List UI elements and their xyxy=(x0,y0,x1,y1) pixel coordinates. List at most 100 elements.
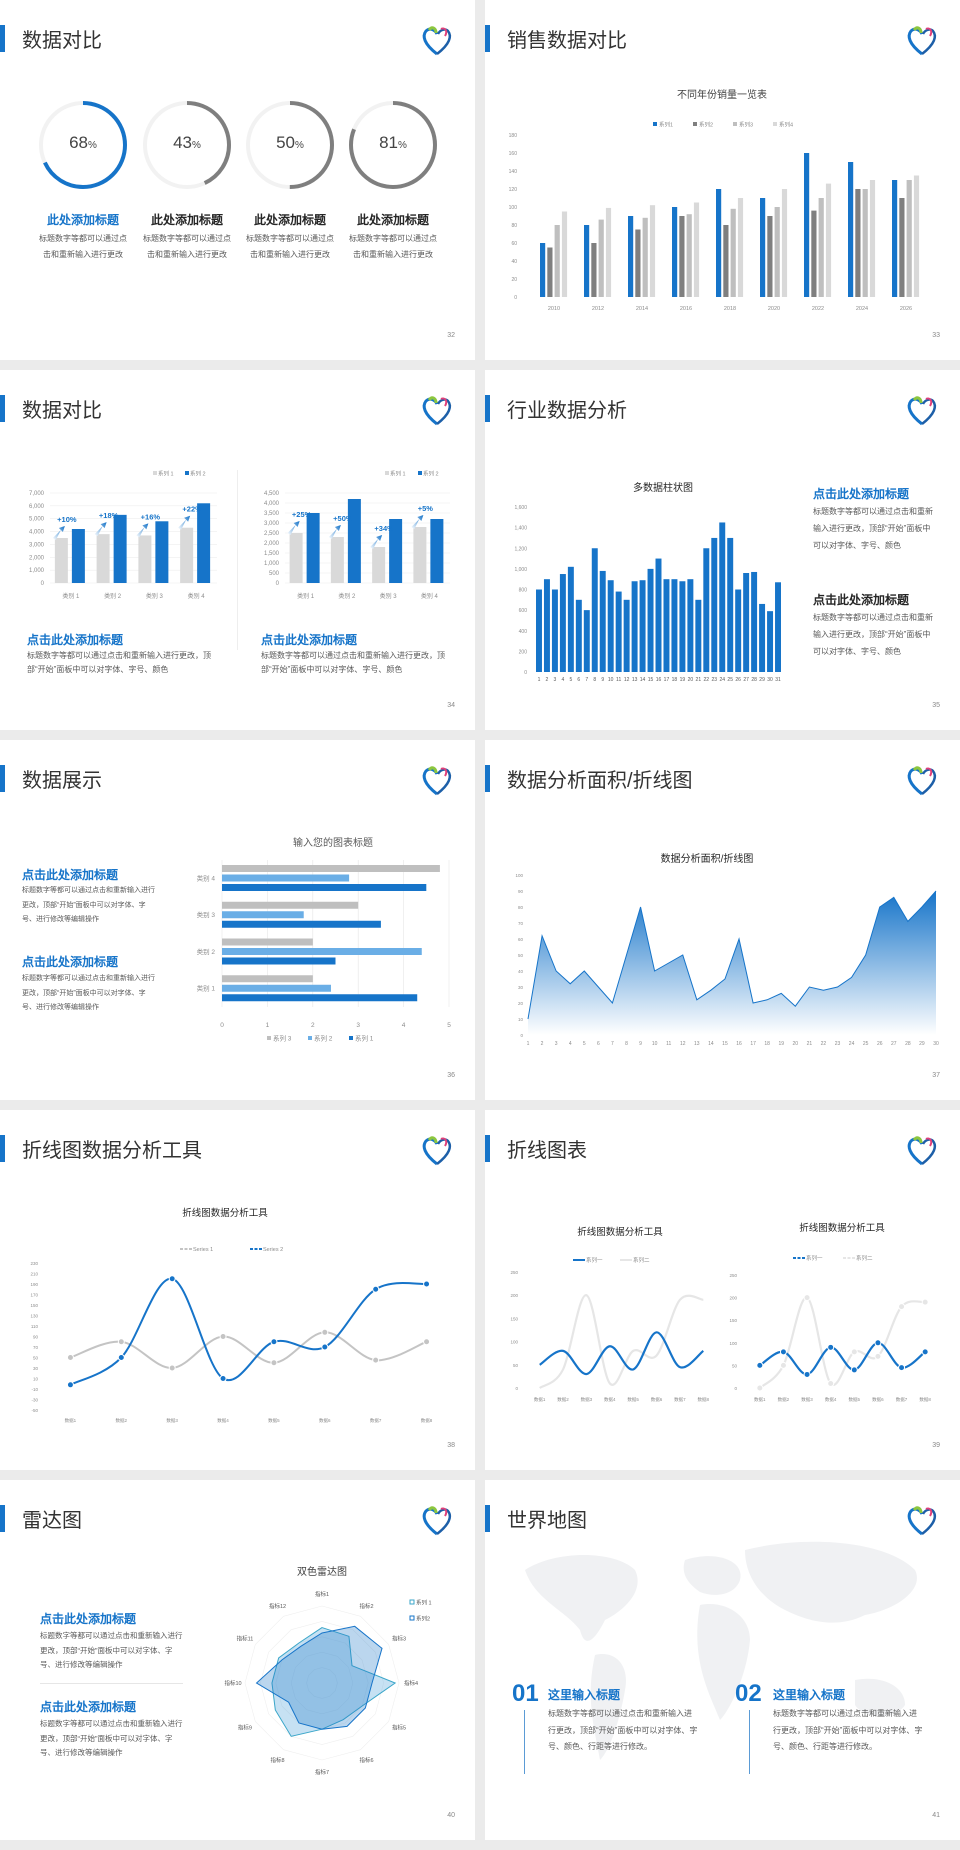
y-tick-label: 600 xyxy=(519,608,528,614)
y-tick-label: 0 xyxy=(41,581,45,587)
bar xyxy=(575,599,582,672)
smooth-line-chart: 折线图数据分析工具 -50 -30 -10 10 30 50 70 90 110 130 150 170… xyxy=(30,1207,432,1424)
slide-36[interactable]: 数据展示 输入您的图表标题 0 1 2 3 4 5 类别 1 类别 2 类别 3 类别 4 系列 3 系… xyxy=(0,740,475,1100)
bar xyxy=(222,884,427,891)
right-heading: 点击此处添加标题 xyxy=(261,633,358,647)
x-tick-label: 类别 1 xyxy=(297,592,315,600)
legend-swatch xyxy=(385,471,389,475)
slide-title: 行业数据分析 xyxy=(507,400,627,422)
slide-35[interactable]: 行业数据分析 多数据柱状图 0 200 400 600 800 1,000 1,200 1,40… xyxy=(485,370,960,730)
x-tick-label: 15 xyxy=(722,1041,728,1047)
growth-arrow-icon xyxy=(52,526,65,540)
data-point xyxy=(423,1338,431,1346)
x-tick-label: 25 xyxy=(727,677,733,683)
legend-swatch xyxy=(409,1599,415,1605)
legend-label: 系列一 xyxy=(586,1256,603,1264)
block-body-2: 标题数字等都可以通过点击和重新输入进行更改，顶部“开始”面板中可以对字体、字号、… xyxy=(773,1709,923,1751)
slide-39[interactable]: 折线图表 折线图数据分析工具 0 50 100 150 200 250 数据1 数据2 数据3 数据… xyxy=(485,1110,960,1470)
x-tick-label: 18 xyxy=(672,677,678,683)
ring-value-1: 68% xyxy=(69,133,97,152)
bar xyxy=(598,219,604,297)
bar xyxy=(693,202,700,297)
y-tick-label: 150 xyxy=(729,1318,737,1323)
slide-32[interactable]: 数据对比 68% 43% 50% 81% 此处添加标题 此处添加标题 此处添加标… xyxy=(0,0,475,360)
x-tick-label: 17 xyxy=(664,677,670,683)
slide-41[interactable]: 世界地图 01 这里输入标题 标题数字等都可以通过点击和重新输入进行更改，顶部“… xyxy=(485,1480,960,1840)
legend-swatch xyxy=(693,122,697,126)
data-point xyxy=(874,1352,882,1360)
item-heading-4: 此处添加标题 xyxy=(356,213,429,227)
block-divider xyxy=(40,1683,183,1684)
x-tick-label: 0 xyxy=(220,1022,224,1029)
x-tick-label: 20 xyxy=(688,677,694,683)
legend-label: 系列 2 xyxy=(423,470,439,478)
right-body: 标题数字等都可以通过点击和重新输入进行更改，顶部“开始”面板中可以对字体、字号、… xyxy=(261,651,445,674)
bar xyxy=(862,189,868,297)
slide-34[interactable]: 数据对比 系列 1 系列 2 0 1,000 2,000 3,000 4,000 5,000 6… xyxy=(0,370,475,730)
column-divider xyxy=(237,470,238,650)
x-tick-label: 27 xyxy=(743,677,749,683)
x-tick-label: 2010 xyxy=(548,306,560,312)
y-tick-label: 80 xyxy=(511,223,517,229)
item-body-1: 标题数字等都可以通过点击和重新输入进行更改 xyxy=(39,234,127,259)
data-point xyxy=(827,1379,835,1387)
y-tick-label: 180 xyxy=(509,133,518,139)
growth-label: +34% xyxy=(374,524,394,533)
ring-value-2: 43% xyxy=(173,133,201,152)
slide-37[interactable]: 数据分析面积/折线图 数据分析面积/折线图 0 10 20 30 40 50 60 70 80 90… xyxy=(485,740,960,1100)
y-tick-label: 2,500 xyxy=(264,531,280,537)
y-tick-label: 1,600 xyxy=(514,505,527,511)
x-tick-label: 8 xyxy=(593,677,596,683)
slide-title: 世界地图 xyxy=(507,1510,587,1532)
item-body-2: 标题数字等都可以通过点击和重新输入进行更改 xyxy=(143,234,231,259)
y-tick-label: 160 xyxy=(509,151,518,157)
data-point xyxy=(921,1348,929,1356)
bar xyxy=(649,205,656,297)
bar xyxy=(804,153,810,297)
bar xyxy=(695,599,702,672)
series-line xyxy=(759,1296,926,1389)
y-tick-label: 130 xyxy=(30,1314,38,1319)
x-tick-label: 11 xyxy=(616,677,621,683)
bar-series-1 xyxy=(289,533,303,583)
area-fill xyxy=(528,891,936,1035)
chart-title: 不同年份销量一览表 xyxy=(677,88,767,101)
bar xyxy=(671,579,678,672)
x-tick-label: 7 xyxy=(611,1041,614,1047)
bar xyxy=(727,537,734,672)
x-tick-label: 23 xyxy=(835,1041,841,1047)
x-tick-label: 3 xyxy=(554,677,557,683)
legend-label: 系列一 xyxy=(806,1254,823,1262)
legend-label: 系列 1 xyxy=(416,1599,432,1607)
legend-label: 系列 2 xyxy=(190,470,206,478)
page-number: 37 xyxy=(932,1072,940,1079)
slide-title: 折线图数据分析工具 xyxy=(22,1140,202,1162)
bar-series-1 xyxy=(96,534,110,583)
bar-series-2 xyxy=(430,519,444,583)
x-tick-label: 13 xyxy=(632,677,638,683)
slide-38[interactable]: 折线图数据分析工具 折线图数据分析工具 -50 -30 -10 10 30 50 70 90 11… xyxy=(0,1110,475,1470)
x-tick-label: 24 xyxy=(849,1041,855,1047)
chart-title: 折线图数据分析工具 xyxy=(182,1207,268,1219)
x-tick-label: 数据7 xyxy=(370,1417,382,1424)
title-accent-bar xyxy=(0,395,5,422)
title-accent-bar xyxy=(0,1135,5,1162)
chart-title: 多数据柱状图 xyxy=(633,481,693,494)
y-tick-label: 3,000 xyxy=(264,521,280,527)
data-point xyxy=(898,1364,906,1372)
y-tick-label: 200 xyxy=(510,1293,518,1298)
x-tick-label: 数据4 xyxy=(604,1396,616,1403)
y-tick-label: 230 xyxy=(30,1261,38,1266)
slide-40[interactable]: 雷达图 双色雷达图 指标1 指标2 指标3 指标4 指标5 指标6 指标7 指标8 指标9 指标10… xyxy=(0,1480,475,1840)
bar xyxy=(222,874,350,882)
block-heading-1: 这里输入标题 xyxy=(548,1688,621,1702)
bar xyxy=(730,208,736,297)
y-tick-label: -30 xyxy=(31,1398,38,1403)
y-tick-label: 50 xyxy=(518,953,524,958)
slide-33[interactable]: 销售数据对比 不同年份销量一览表 系列1 系列2 系列3 系列4 0 20 40 60 80 100… xyxy=(485,0,960,360)
y-tick-label: 100 xyxy=(515,873,523,878)
y-tick-label: 140 xyxy=(509,169,518,175)
x-tick-label: 数据8 xyxy=(698,1396,710,1403)
legend-label: 系列二 xyxy=(856,1254,873,1262)
y-tick-label: 100 xyxy=(729,1341,737,1346)
